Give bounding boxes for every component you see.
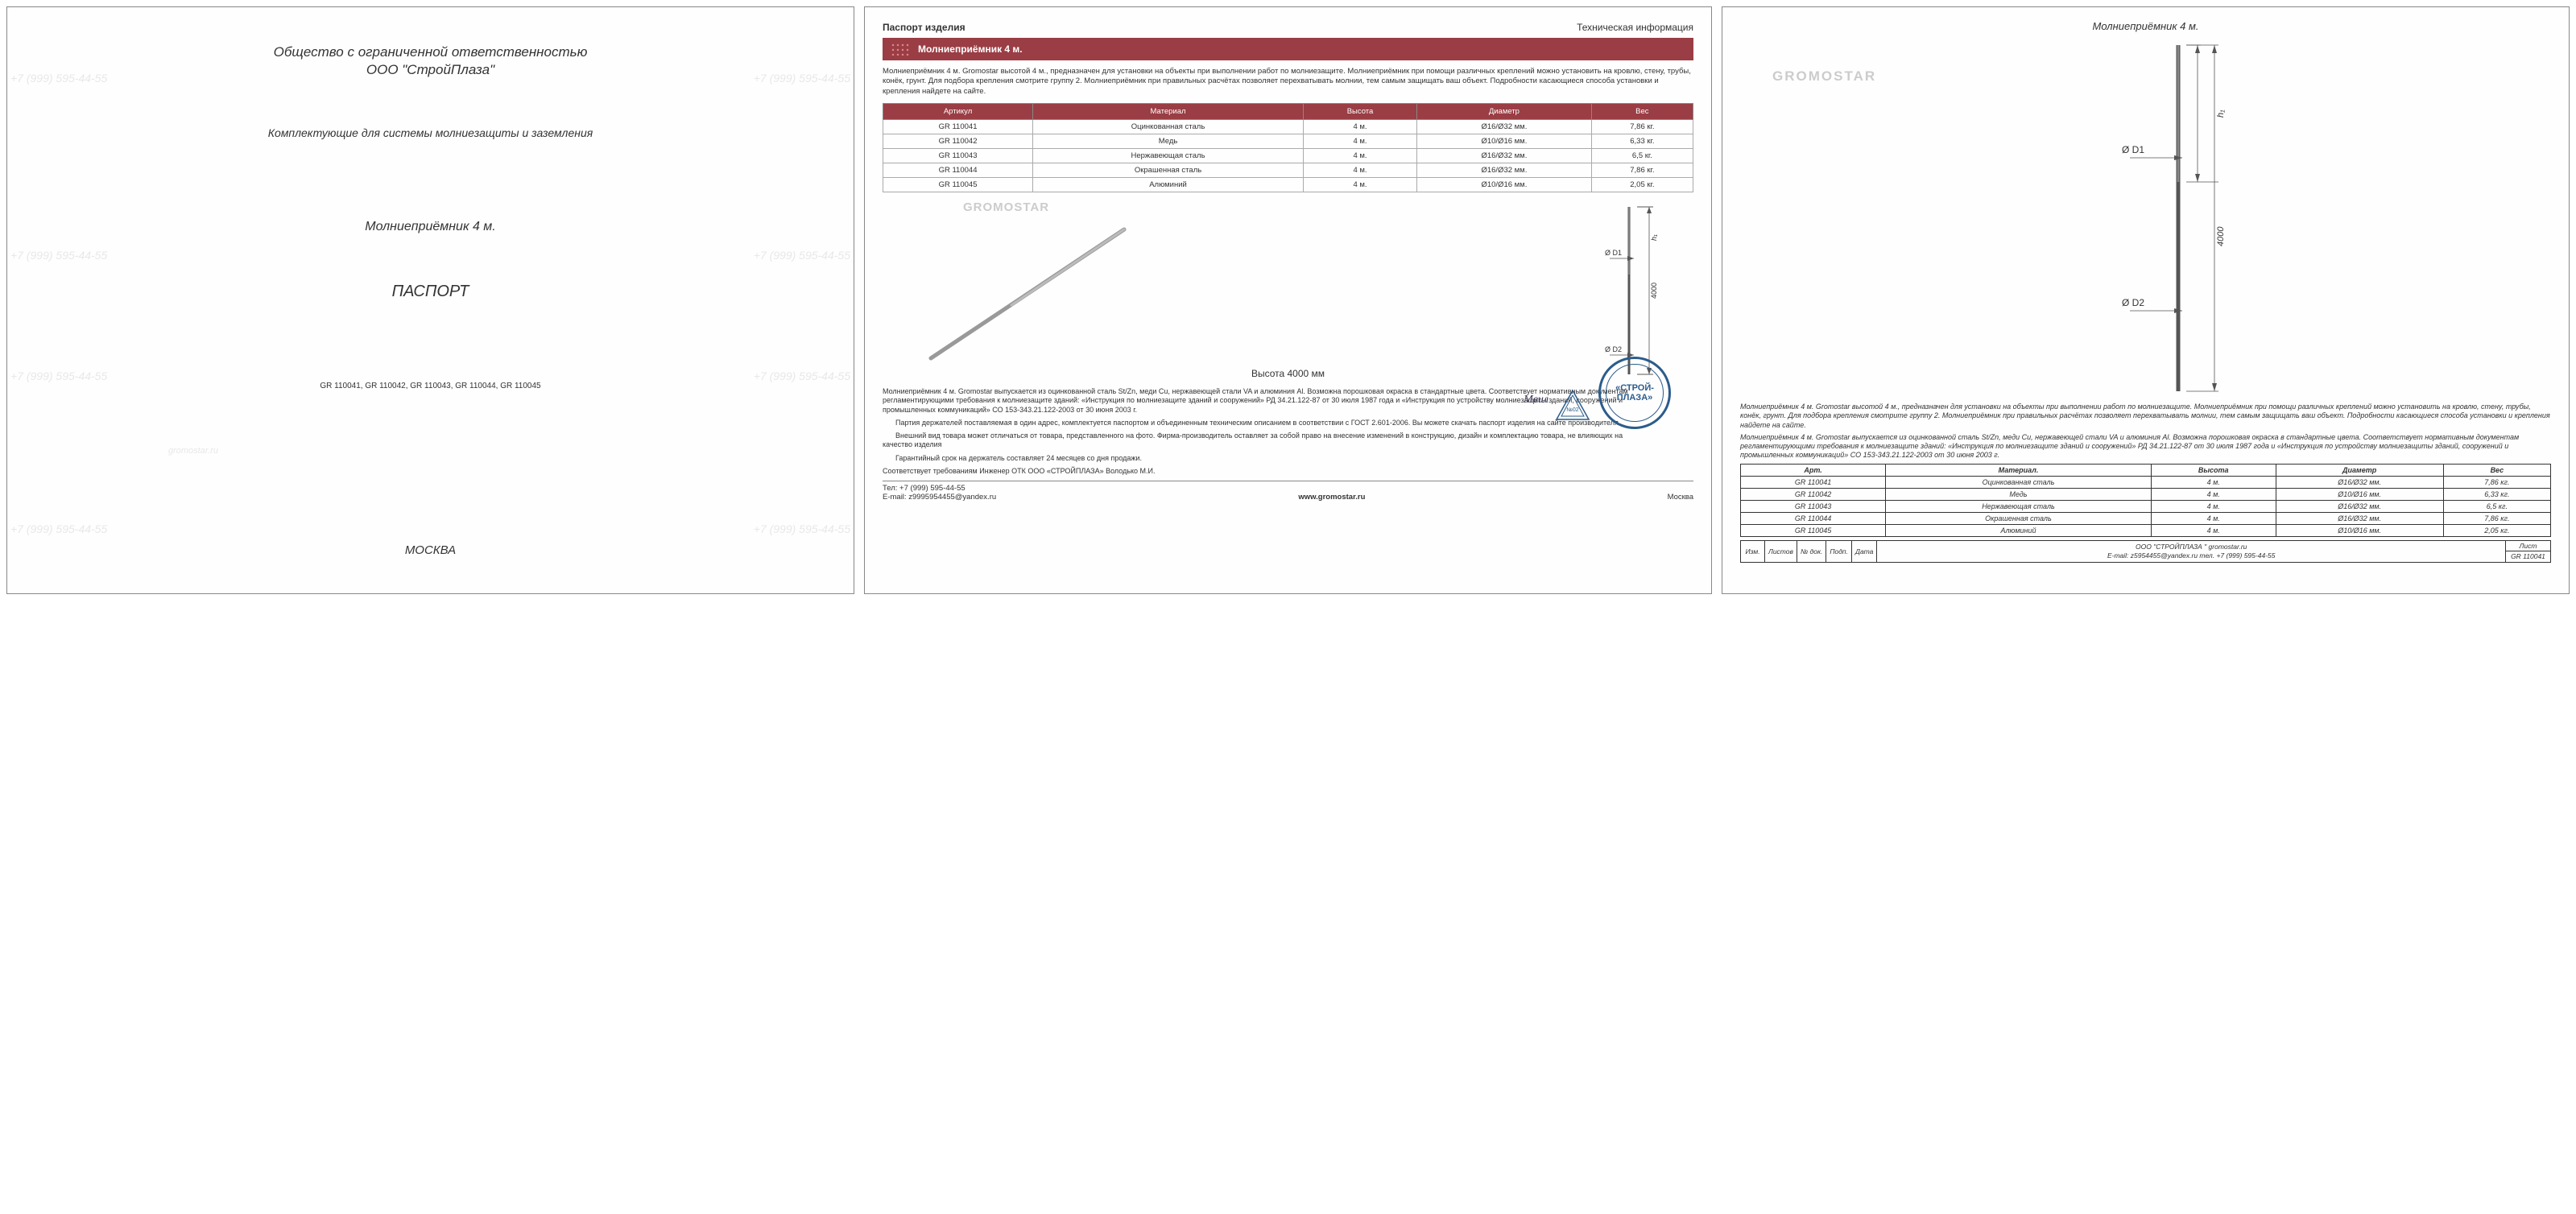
tb-cell: Подп. (1826, 541, 1852, 562)
tb-article: GR 110041 (2506, 551, 2550, 561)
svg-text:4000: 4000 (1650, 283, 1658, 299)
table-row: GR 110044Окрашенная сталь4 м.Ø16/Ø32 мм.… (1741, 512, 2551, 524)
table-header: Высота (2151, 464, 2276, 476)
signature: Мвил (1524, 394, 1548, 407)
diagram-area: GROMOSTAR 4000 h₁ Ø D1 (883, 197, 1693, 382)
header-right: Техническая информация (1577, 22, 1693, 33)
table-header: Вес (1591, 104, 1693, 120)
product-banner: Молниеприёмник 4 м. (883, 38, 1693, 60)
tb-cell: Листов (1765, 541, 1797, 562)
tb-contact: E-mail: z5954455@yandex.ru тел. +7 (999)… (1882, 551, 2500, 560)
svg-text:h₁: h₁ (2216, 109, 2226, 118)
svg-text:Ø D1: Ø D1 (1605, 249, 1622, 257)
company-line2: ООО "СтройПлаза" (25, 62, 836, 78)
subtitle: Комплектующие для системы молниезащиты и… (25, 126, 836, 139)
table-header: Артикул (883, 104, 1033, 120)
body-text-3: Внешний вид товара может отличаться от т… (883, 432, 1645, 450)
svg-text:Ø D1: Ø D1 (2122, 144, 2144, 155)
svg-text:4000: 4000 (2216, 226, 2226, 246)
table-header: Материал. (1886, 464, 2152, 476)
banner-text: Молниеприёмник 4 м. (918, 43, 1023, 55)
tb-sheet-label: Лист (2506, 541, 2550, 551)
tb-company: ООО "СТРОЙПЛАЗА " gromostar.ru (1882, 543, 2500, 551)
page-1-cover: +7 (999) 595-44-55 +7 (999) 595-44-55 +7… (6, 6, 854, 594)
banner-dots-icon (891, 43, 910, 56)
svg-text:Ø D2: Ø D2 (2122, 297, 2144, 308)
table-header: Диаметр (1417, 104, 1592, 120)
svg-text:Ø D2: Ø D2 (1605, 345, 1622, 353)
desc-2: Молниеприёмник 4 м. Gromostar выпускаетс… (1740, 433, 2551, 460)
footer-tel: Тел: +7 (999) 595-44-55 (883, 484, 1693, 493)
header-left: Паспорт изделия (883, 22, 965, 33)
spec-table-3: Арт.Материал.ВысотаДиаметрВес GR 110041О… (1740, 464, 2551, 537)
article-list: GR 110041, GR 110042, GR 110043, GR 1100… (25, 382, 836, 390)
table-header: Вес (2443, 464, 2550, 476)
footer-site: www.gromostar.ru (1298, 493, 1365, 502)
tb-cell: Дата (1852, 541, 1877, 562)
triangle-stamp-icon: №02 (1555, 389, 1590, 421)
table-header: Арт. (1741, 464, 1886, 476)
passport-title: ПАСПОРТ (25, 283, 836, 301)
table-row: GR 110041Оцинкованная сталь4 м.Ø16/Ø32 м… (883, 120, 1693, 134)
table-header: Диаметр (2276, 464, 2443, 476)
tb-cell: № док. (1797, 541, 1826, 562)
page-2-tech-info: Паспорт изделия Техническая информация М… (864, 6, 1712, 594)
spec-table: АртикулМатериалВысотаДиаметрВес GR 11004… (883, 103, 1693, 192)
table-header: Материал (1033, 104, 1304, 120)
title-block: Изм.Листов№ док.Подп.Дата ООО "СТРОЙПЛАЗ… (1740, 540, 2551, 563)
page-3-drawing: Молниеприёмник 4 м. GROMOSTAR 4000 (1722, 6, 2570, 594)
table-row: GR 110042Медь4 м.Ø10/Ø16 мм.6,33 кг. (883, 134, 1693, 149)
table-row: GR 110044Окрашенная сталь4 м.Ø16/Ø32 мм.… (883, 163, 1693, 178)
table-row: GR 110043Нержавеющая сталь4 м.Ø16/Ø32 мм… (1741, 500, 2551, 512)
body-text-5: Соответствует требованиям Инженер ОТК ОО… (883, 467, 1573, 476)
technical-drawing: 4000 h₁ Ø D1 Ø D2 (1740, 37, 2551, 399)
footer-email: E-mail: z9995954455@yandex.ru (883, 493, 996, 502)
rod-dimension-icon: 4000 h₁ Ø D1 Ø D2 (1605, 202, 1693, 379)
height-label: Высота 4000 мм (1251, 368, 1325, 379)
rod-3d-icon (883, 197, 1693, 382)
table-row: GR 110041Оцинкованная сталь4 м.Ø16/Ø32 м… (1741, 476, 2551, 488)
desc-1: Молниеприёмник 4 м. Gromostar высотой 4 … (1740, 403, 2551, 430)
table-row: GR 110043Нержавеющая сталь4 м.Ø16/Ø32 мм… (883, 149, 1693, 163)
table-row: GR 110042Медь4 м.Ø10/Ø16 мм.6,33 кг. (1741, 488, 2551, 500)
footer-city: Москва (1668, 493, 1693, 502)
tb-cell: Изм. (1741, 541, 1765, 562)
table-row: GR 110045Алюминий4 м.Ø10/Ø16 мм.2,05 кг. (883, 178, 1693, 192)
company-line1: Общество с ограниченной ответственностью (25, 44, 836, 60)
svg-text:№02: №02 (1566, 407, 1578, 413)
description: Молниеприёмник 4 м. Gromostar высотой 4 … (883, 67, 1693, 97)
city: МОСКВА (25, 543, 836, 557)
body-text-2: Партия держателей поставляемая в один ад… (883, 419, 1645, 427)
stamp-icon: «СТРОЙ-ПЛАЗА» (1598, 357, 1671, 429)
svg-text:h₁: h₁ (1650, 234, 1658, 241)
drawing-title: Молниеприёмник 4 м. (1740, 20, 2551, 32)
table-row: GR 110045Алюминий4 м.Ø10/Ø16 мм.2,05 кг. (1741, 524, 2551, 536)
body-text-4: Гарантийный срок на держатель составляет… (883, 454, 1645, 463)
table-header: Высота (1303, 104, 1416, 120)
product-name: Молниеприёмник 4 м. (25, 220, 836, 234)
rod-drawing-icon: 4000 h₁ Ø D1 Ø D2 (2025, 37, 2267, 399)
